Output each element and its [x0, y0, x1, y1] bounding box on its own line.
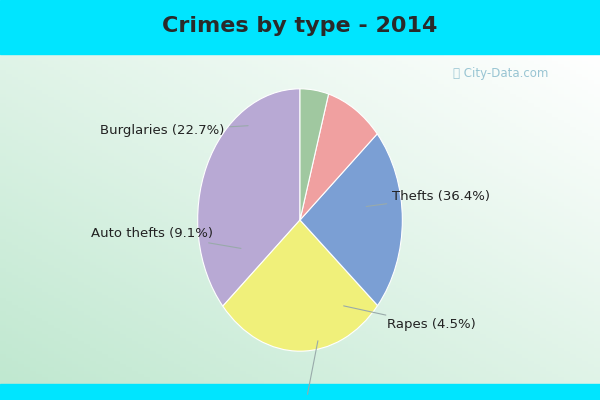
Bar — [0, 0, 600, 54]
Text: Assaults (27.3%): Assaults (27.3%) — [249, 341, 361, 400]
Wedge shape — [300, 134, 403, 306]
Wedge shape — [197, 89, 300, 306]
Text: Rapes (4.5%): Rapes (4.5%) — [344, 306, 475, 332]
Text: Thefts (36.4%): Thefts (36.4%) — [366, 190, 490, 206]
Wedge shape — [300, 94, 377, 220]
Wedge shape — [300, 89, 329, 220]
Wedge shape — [223, 220, 377, 351]
Text: Burglaries (22.7%): Burglaries (22.7%) — [100, 124, 248, 137]
Text: ⓘ City-Data.com: ⓘ City-Data.com — [454, 68, 548, 80]
Text: Auto thefts (9.1%): Auto thefts (9.1%) — [91, 227, 241, 248]
Bar — [0, 384, 600, 400]
Text: Crimes by type - 2014: Crimes by type - 2014 — [163, 16, 437, 36]
